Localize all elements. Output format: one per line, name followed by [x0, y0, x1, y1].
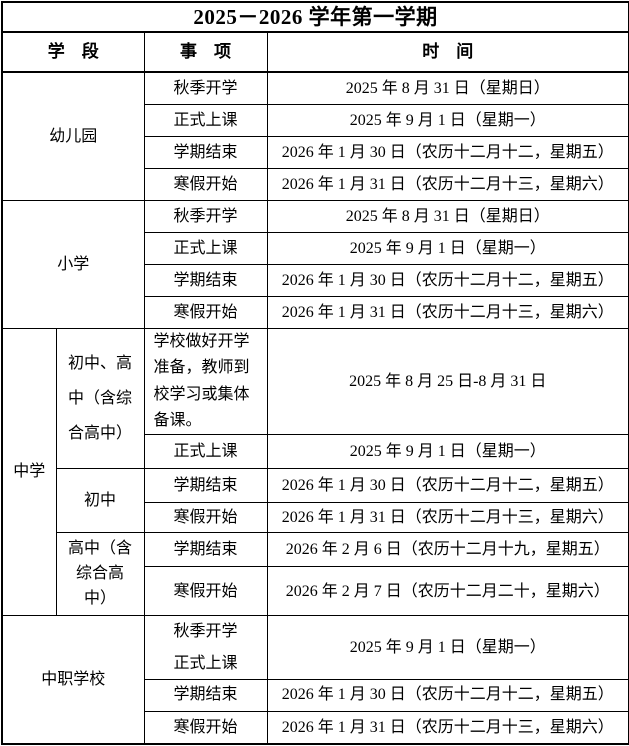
- table-row: 正式上课 2025 年 9 月 1 日（星期一）: [2, 103, 629, 137]
- item-cell: 寒假开始: [143, 167, 268, 201]
- table-row: 学 段 事 项 时 间: [1, 31, 629, 74]
- stage-cell-vocational: 中职学校: [1, 615, 145, 745]
- col-header-time: 时 间: [266, 31, 629, 74]
- item-cell: 学期结束: [143, 263, 268, 297]
- table-row: 中学 初中、高 中（含综 合高中） 学校做好开学 准备，教师到 校学习或集体 备…: [1, 327, 629, 617]
- table-row: 高中（含 综合高 中） 学期结束 2026 年 2 月 6 日（农历十二月十九，…: [2, 532, 629, 617]
- col-header-stage: 学 段: [1, 31, 145, 74]
- item-cell: 寒假开始: [143, 502, 268, 534]
- table-row: 寒假开始 2026 年 1 月 31 日（农历十二月十三，星期六）: [2, 295, 629, 329]
- table-row: 寒假开始 2026 年 1 月 31 日（农历十二月十三，星期六）: [2, 167, 629, 201]
- table-row: 学期结束 2026 年 1 月 30 日（农历十二月十二，星期五）: [2, 135, 629, 169]
- time-cell: 2025 年 9 月 1 日（星期一）: [266, 103, 629, 137]
- stage-cell-primary: 小学: [1, 199, 145, 329]
- item-cell: 秋季开学: [143, 71, 268, 105]
- time-cell: 2025 年 8 月 31 日（星期日）: [266, 199, 629, 233]
- time-cell: 2026 年 1 月 30 日（农历十二月十二，星期五）: [266, 678, 629, 712]
- time-cell: 2026 年 1 月 31 日（农历十二月十三，星期六）: [266, 167, 629, 201]
- item-cell: 秋季开学 正式上课: [143, 615, 268, 680]
- time-cell: 2025 年 9 月 1 日（星期一）: [266, 434, 629, 470]
- time-cell: 2025 年 9 月 1 日（星期一）: [266, 231, 629, 265]
- table-row: 寒假开始 2026 年 2 月 7 日（农历十二月二十，星期六）: [2, 566, 629, 617]
- item-cell: 学期结束: [143, 135, 268, 169]
- table-row: 寒假开始 2026 年 1 月 31 日（农历十二月十三，星期六）: [2, 710, 629, 745]
- item-cell: 学期结束: [143, 678, 268, 712]
- col-header-item: 事 项: [143, 31, 268, 74]
- time-cell: 2025 年 8 月 25 日-8 月 31 日: [266, 327, 629, 436]
- table-row: 学期结束 2026 年 1 月 30 日（农历十二月十二，星期五）: [2, 263, 629, 297]
- time-cell: 2026 年 2 月 6 日（农历十二月十九，星期五）: [266, 532, 629, 568]
- item-cell: 秋季开学: [143, 199, 268, 233]
- table-title: 2025－2026 学年第一学期: [1, 1, 629, 34]
- item-cell: 学校做好开学 准备，教师到 校学习或集体 备课。: [143, 327, 268, 436]
- stage-cell-secondary: 中学: [1, 327, 57, 617]
- table-row: 小学 秋季开学 2025 年 8 月 31 日（星期日）: [1, 199, 629, 329]
- table-row: 幼儿园 秋季开学 2025 年 8 月 31 日（星期日）: [1, 71, 629, 201]
- item-cell: 寒假开始: [143, 710, 268, 745]
- time-cell: 2026 年 1 月 31 日（农历十二月十三，星期六）: [266, 502, 629, 534]
- item-cell: 学期结束: [143, 532, 268, 568]
- table-row: 中职学校 秋季开学 正式上课 2025 年 9 月 1 日（星期一）: [1, 615, 629, 745]
- time-cell: 2026 年 1 月 30 日（农历十二月十二，星期五）: [266, 468, 629, 504]
- sub-stage-cell-junior-senior: 初中、高 中（含综 合高中）: [55, 327, 145, 470]
- table-row: 正式上课 2025 年 9 月 1 日（星期一）: [2, 434, 629, 470]
- sub-stage-cell-senior: 高中（含 综合高 中）: [55, 532, 145, 617]
- time-cell: 2026 年 1 月 30 日（农历十二月十二，星期五）: [266, 135, 629, 169]
- table-row: 正式上课 2025 年 9 月 1 日（星期一）: [2, 231, 629, 265]
- time-cell: 2025 年 9 月 1 日（星期一）: [266, 615, 629, 680]
- time-cell: 2026 年 1 月 30 日（农历十二月十二，星期五）: [266, 263, 629, 297]
- item-cell: 学期结束: [143, 468, 268, 504]
- sub-stage-cell-junior: 初中: [55, 468, 145, 534]
- time-cell: 2026 年 1 月 31 日（农历十二月十三，星期六）: [266, 295, 629, 329]
- item-cell: 正式上课: [143, 103, 268, 137]
- item-cell: 正式上课: [143, 434, 268, 470]
- time-cell: 2026 年 2 月 7 日（农历十二月二十，星期六）: [266, 566, 629, 617]
- item-cell: 寒假开始: [143, 566, 268, 617]
- table-row: 初中 学期结束 2026 年 1 月 30 日（农历十二月十二，星期五）: [2, 468, 629, 534]
- time-cell: 2025 年 8 月 31 日（星期日）: [266, 71, 629, 105]
- time-cell: 2026 年 1 月 31 日（农历十二月十三，星期六）: [266, 710, 629, 745]
- item-cell: 寒假开始: [143, 295, 268, 329]
- table-row: 学期结束 2026 年 1 月 30 日（农历十二月十二，星期五）: [2, 678, 629, 712]
- table-row: 2025－2026 学年第一学期: [1, 1, 629, 34]
- stage-cell-kindergarten: 幼儿园: [1, 71, 145, 201]
- table-row: 寒假开始 2026 年 1 月 31 日（农历十二月十三，星期六）: [2, 502, 629, 534]
- item-cell: 正式上课: [143, 231, 268, 265]
